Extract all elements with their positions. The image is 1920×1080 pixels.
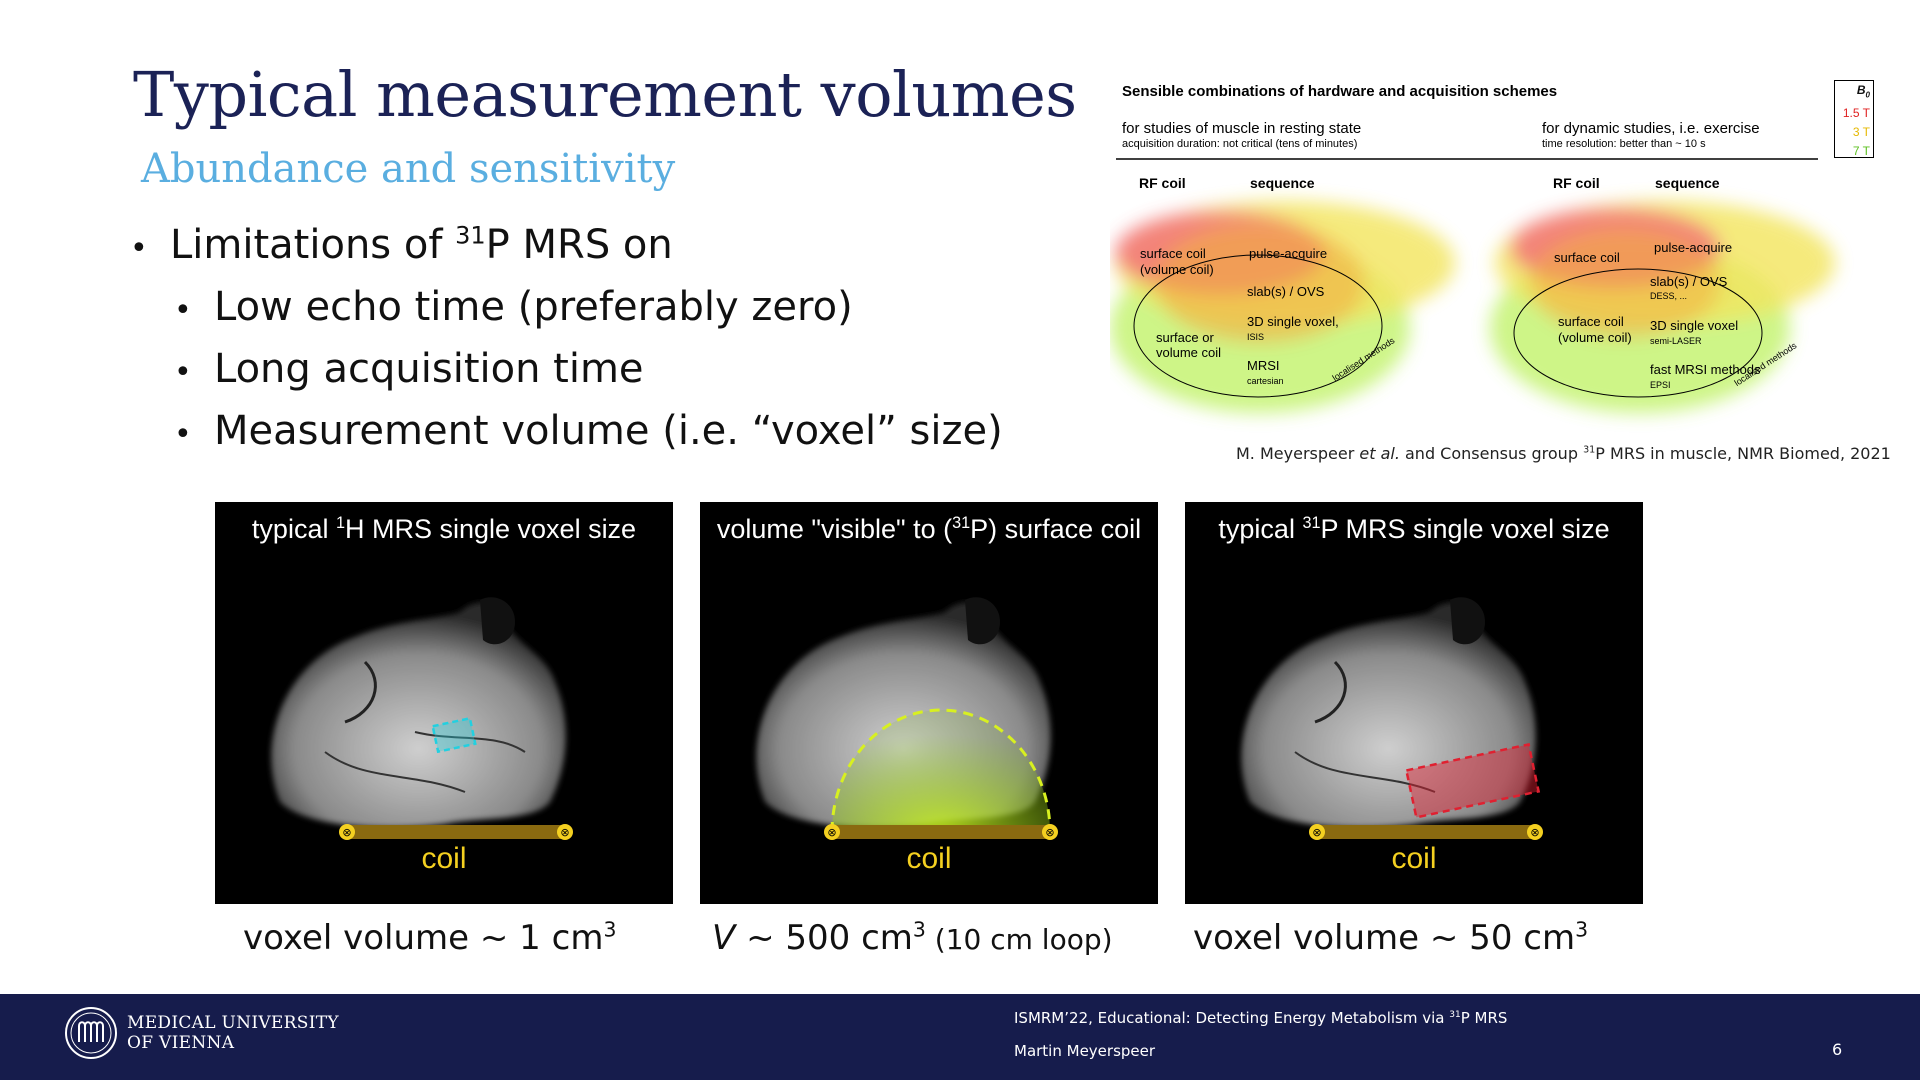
panel-31p-coil-volume: ⊗ ⊗ volume "visible" to (31P) surface co…	[700, 502, 1158, 904]
panel-title: typical 31P MRS single voxel size	[1185, 514, 1643, 545]
left-study-note: acquisition duration: not critical (tens…	[1122, 138, 1357, 150]
caption-1h: voxel volume ~ 1 cm3	[243, 918, 616, 958]
left-coil-top: surface coil (volume coil)	[1140, 246, 1214, 278]
right-slab: slab(s) / OVS	[1650, 274, 1727, 289]
bullet-list: • Limitations of 31P MRS on • Low echo ti…	[130, 222, 1003, 470]
right-svs: 3D single voxel	[1650, 318, 1738, 333]
bullet-main: • Limitations of 31P MRS on	[130, 222, 1003, 284]
coil-label: coil	[215, 842, 673, 876]
page-number: 6	[1832, 1040, 1842, 1059]
right-svs-sub: semi-LASER	[1650, 336, 1702, 346]
right-col-rf: RF coil	[1553, 175, 1600, 191]
left-slab: slab(s) / OVS	[1247, 284, 1324, 299]
university-name: MEDICAL UNIVERSITY OF VIENNA	[127, 1013, 339, 1053]
slide-title: Typical measurement volumes	[133, 58, 1077, 131]
left-coil-mid: surface or volume coil	[1156, 330, 1221, 360]
svg-text:⊗: ⊗	[560, 826, 569, 839]
svg-text:⊗: ⊗	[1530, 826, 1539, 839]
bullet-sub-3: • Measurement volume (i.e. “voxel” size)	[130, 408, 1003, 470]
right-slab-sub: DESS, ...	[1650, 291, 1687, 301]
left-col-rf: RF coil	[1139, 175, 1186, 191]
left-mrsi: MRSI	[1247, 358, 1280, 373]
footer-author: Martin Meyerspeer	[1014, 1042, 1155, 1060]
consensus-diagram: Sensible combinations of hardware and ac…	[1110, 78, 1880, 438]
right-col-seq: sequence	[1655, 175, 1720, 191]
coil-label: coil	[700, 842, 1158, 876]
svg-text:⊗: ⊗	[1045, 826, 1054, 839]
footer-event: ISMRM’22, Educational: Detecting Energy …	[1014, 1009, 1507, 1027]
citation: M. Meyerspeer et al. and Consensus group…	[1236, 444, 1891, 463]
panel-1h-voxel: ⊗ ⊗ typical 1H MRS single voxel size coi…	[215, 502, 673, 904]
right-coil-mid: surface coil (volume coil)	[1558, 314, 1632, 346]
b0-field-2: 3 T	[1835, 123, 1870, 142]
slide-subtitle: Abundance and sensitivity	[141, 146, 675, 192]
right-study: for dynamic studies, i.e. exercise	[1542, 120, 1760, 137]
diagram-heading: Sensible combinations of hardware and ac…	[1122, 83, 1557, 100]
left-study: for studies of muscle in resting state	[1122, 120, 1361, 137]
svg-text:⊗: ⊗	[1312, 826, 1321, 839]
left-svs-sub: ISIS	[1247, 332, 1264, 342]
b0-field-1: 1.5 T	[1835, 104, 1870, 123]
caption-31p: voxel volume ~ 50 cm3	[1193, 918, 1588, 958]
b0-field-3: 7 T	[1835, 142, 1870, 161]
svg-text:⊗: ⊗	[342, 826, 351, 839]
svg-text:⊗: ⊗	[827, 826, 836, 839]
b0-legend: B0 1.5 T 3 T 7 T	[1834, 80, 1874, 158]
panel-title: typical 1H MRS single voxel size	[215, 514, 673, 545]
panel-31p-voxel: ⊗ ⊗ typical 31P MRS single voxel size co…	[1185, 502, 1643, 904]
left-col-seq: sequence	[1250, 175, 1315, 191]
right-study-note: time resolution: better than ~ 10 s	[1542, 138, 1706, 150]
left-seq-top: pulse-acquire	[1249, 246, 1327, 261]
panel-title: volume "visible" to (31P) surface coil	[700, 514, 1158, 545]
right-mrsi-sub: EPSI	[1650, 380, 1671, 390]
right-coil-top: surface coil	[1554, 250, 1620, 265]
bullet-sub-2: • Long acquisition time	[130, 346, 1003, 408]
coil-label: coil	[1185, 842, 1643, 876]
bullet-sub-1: • Low echo time (preferably zero)	[130, 284, 1003, 346]
left-mrsi-sub: cartesian	[1247, 376, 1284, 386]
university-logo-icon	[64, 1006, 118, 1060]
left-svs: 3D single voxel,	[1247, 314, 1339, 329]
caption-coil: V ~ 500 cm3 (10 cm loop)	[712, 918, 1113, 958]
right-seq-top: pulse-acquire	[1654, 240, 1732, 255]
